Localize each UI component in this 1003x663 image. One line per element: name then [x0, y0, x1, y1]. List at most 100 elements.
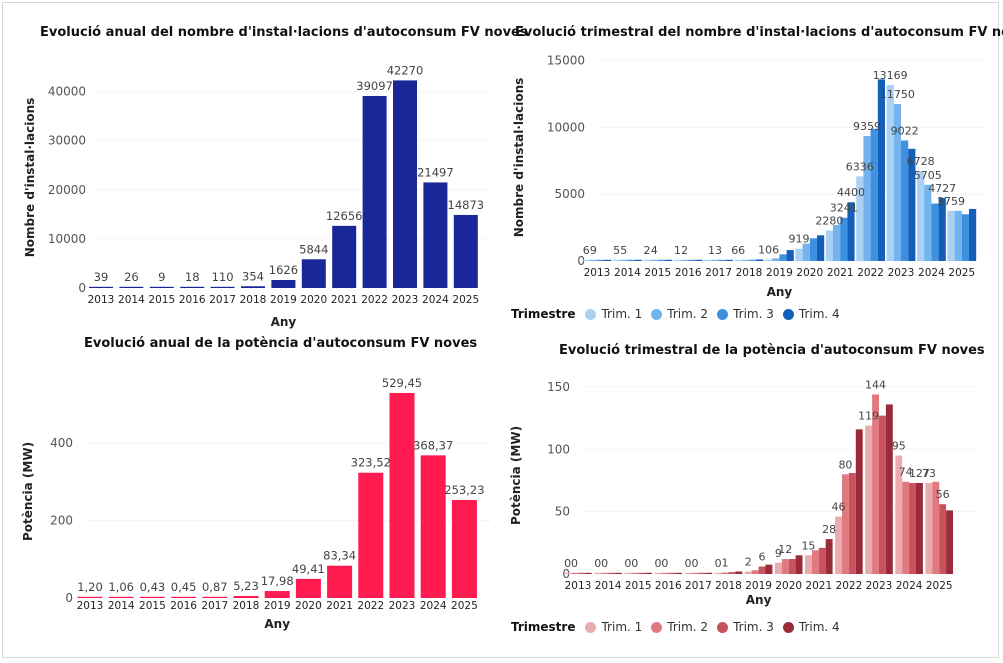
bar-trim-3 — [578, 572, 585, 574]
legend-item: Trim. 1 — [585, 620, 642, 634]
data-label: 9 — [590, 244, 597, 257]
chart-quarterly-power: Evolució trimestral de la potència d'aut… — [500, 330, 1003, 663]
data-label: 56 — [936, 488, 950, 501]
bar-trim-4 — [908, 148, 916, 261]
x-axis-title: Any — [767, 285, 793, 299]
bar — [89, 286, 113, 288]
data-label: 0 — [654, 557, 661, 570]
x-tick-label: 2014 — [595, 580, 622, 592]
bar-trim-3 — [668, 572, 676, 574]
bar — [332, 225, 357, 288]
bar-trim-2 — [589, 259, 597, 261]
bar — [241, 286, 265, 288]
bar-trim-3 — [638, 572, 646, 574]
legend-label: Trim. 2 — [667, 307, 709, 321]
bar-trim-3 — [809, 238, 817, 261]
legend-label: Trim. 4 — [798, 620, 840, 634]
bar-trim-2 — [924, 184, 932, 261]
bar-trim-4 — [946, 510, 953, 574]
data-label: 253,23 — [444, 483, 484, 497]
data-label: 13169 — [873, 69, 908, 82]
legend-swatch-icon — [585, 308, 597, 320]
bar-trim-2 — [863, 136, 871, 261]
bar-trim-3 — [901, 140, 909, 261]
bar-trim-2 — [691, 572, 699, 574]
bar-trim-3 — [657, 259, 665, 261]
x-tick-label: 2025 — [926, 580, 953, 592]
data-label: 9022 — [891, 125, 919, 138]
data-label: 9 — [775, 547, 782, 560]
x-tick-label: 2017 — [209, 294, 236, 306]
data-label: 26 — [124, 270, 139, 284]
bar — [210, 286, 235, 288]
x-tick-label: 2014 — [118, 294, 145, 306]
bar-trim-2 — [781, 559, 789, 574]
bar-trim-1 — [744, 571, 752, 574]
bar-trim-2 — [811, 550, 819, 574]
data-label: 5,23 — [233, 579, 259, 593]
data-label: 0 — [691, 557, 698, 570]
data-label: 127 — [909, 467, 930, 480]
bar-trim-1 — [825, 230, 833, 261]
bar-trim-3 — [688, 259, 696, 261]
bar-trim-2 — [902, 481, 910, 574]
legend-swatch-icon — [782, 308, 794, 320]
bar-trim-1 — [684, 572, 692, 574]
x-tick-label: 2022 — [361, 294, 388, 306]
x-tick-label: 2016 — [655, 580, 682, 592]
legend-label: Trim. 2 — [667, 620, 709, 634]
y-axis-title: Nombre d'instal·lacions — [512, 78, 526, 238]
data-label: 39097 — [356, 79, 393, 93]
data-label: 95 — [892, 440, 906, 453]
data-label: 39 — [94, 270, 109, 284]
bar-trim-2 — [681, 259, 689, 261]
data-label: 42270 — [387, 63, 424, 77]
bar-trim-3 — [840, 217, 848, 261]
bar — [393, 80, 417, 288]
bar-trim-1 — [835, 516, 842, 574]
bar — [301, 259, 326, 288]
bar-trim-4 — [877, 79, 885, 261]
x-tick-label: 2021 — [827, 267, 854, 279]
x-tick-label: 2024 — [422, 294, 449, 306]
bar-trim-4 — [645, 572, 652, 574]
data-label: 0 — [631, 557, 638, 570]
data-label: 0 — [685, 557, 692, 570]
bar-trim-4 — [615, 572, 622, 574]
bar-trim-3 — [627, 259, 635, 261]
y-axis-title: Potència (MW) — [21, 442, 35, 541]
chart-quarterly-installations: Evolució trimestral del nombre d'instal·… — [500, 0, 1003, 330]
bar-trim-2 — [893, 104, 901, 261]
legend-item: Trim. 4 — [782, 307, 840, 321]
data-label: 1,06 — [108, 580, 134, 594]
x-tick-label: 2023 — [389, 600, 416, 612]
chart-annual-installations: Evolució anual del nombre d'instal·lacio… — [0, 0, 528, 330]
data-label: 83,34 — [323, 549, 356, 563]
x-tick-label: 2019 — [264, 600, 291, 612]
data-label: 5 — [620, 244, 627, 257]
bar — [264, 591, 290, 598]
data-label: 0 — [715, 557, 722, 570]
x-tick-label: 2013 — [584, 267, 611, 279]
legend-swatch-icon — [717, 308, 729, 320]
data-label: 2 — [745, 556, 752, 569]
bar-trim-1 — [714, 572, 722, 574]
bar-trim-3 — [608, 572, 615, 574]
data-label: 144 — [865, 378, 886, 391]
legend: Trimestre Trim. 1 Trim. 2 Trim. 3 Trim. 4 — [511, 620, 849, 634]
bar — [295, 578, 321, 598]
data-label: 6728 — [907, 155, 935, 168]
bar-trim-3 — [749, 259, 757, 261]
bar — [149, 286, 174, 288]
bar-trim-2 — [650, 259, 658, 261]
x-tick-label: 2023 — [392, 294, 419, 306]
data-label: 3241 — [830, 202, 858, 215]
data-label: 46 — [832, 501, 846, 514]
bar-trim-1 — [947, 210, 955, 261]
x-tick-label: 2021 — [331, 294, 358, 306]
bar-trim-1 — [895, 455, 903, 574]
data-label: 0 — [601, 557, 608, 570]
bar-trim-3 — [939, 504, 947, 574]
x-tick-label: 2014 — [108, 600, 135, 612]
y-tick-label: 50 — [555, 505, 570, 519]
